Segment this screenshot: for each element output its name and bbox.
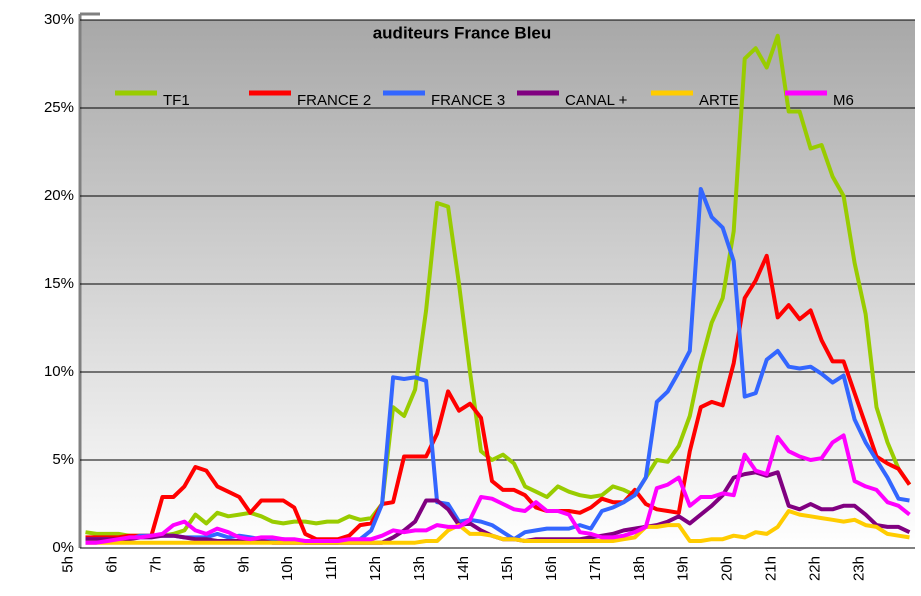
x-tick-label: 14h — [455, 556, 472, 581]
x-tick-label: 12h — [367, 556, 384, 581]
x-tick-label: 22h — [807, 556, 824, 581]
x-tick-label: 9h — [235, 556, 252, 573]
x-tick-label: 6h — [103, 556, 120, 573]
x-tick-label: 10h — [279, 556, 296, 581]
legend-label: M6 — [833, 92, 854, 109]
x-tick-label: 18h — [631, 556, 648, 581]
x-tick-label: 11h — [323, 556, 340, 580]
series-line — [85, 187, 910, 545]
y-tick-label: 30% — [44, 11, 74, 28]
x-tick-label: 23h — [851, 556, 868, 581]
legend-label: TF1 — [163, 92, 190, 109]
series-line — [85, 433, 911, 545]
x-tick-label: 21h — [763, 556, 780, 581]
x-tick-label: 15h — [499, 556, 516, 581]
y-tick-label: 10% — [44, 363, 74, 380]
chart-title: auditeurs France Bleu — [373, 23, 552, 42]
x-tick-label: 16h — [543, 556, 560, 581]
series-line — [85, 253, 912, 542]
x-tick-label: 17h — [587, 556, 604, 581]
x-tick-label: 5h — [59, 556, 76, 573]
x-tick-label: 20h — [719, 556, 736, 581]
x-tick-label: 7h — [147, 556, 164, 573]
y-tick-label: 15% — [44, 275, 74, 292]
legend-label: FRANCE 2 — [297, 92, 371, 109]
y-tick-label: 5% — [52, 451, 74, 468]
series-line — [85, 33, 912, 538]
legend-label: CANAL + — [565, 92, 628, 109]
x-tick-label: 8h — [191, 556, 208, 573]
y-tick-label: 20% — [44, 187, 74, 204]
x-tick-label: 13h — [411, 556, 428, 581]
x-tick-label: 19h — [675, 556, 692, 581]
legend-label: FRANCE 3 — [431, 92, 505, 109]
y-tick-label: 0% — [52, 539, 74, 556]
legend-label: ARTE — [699, 92, 739, 109]
y-tick-label: 25% — [44, 99, 74, 116]
series-line — [85, 509, 910, 545]
